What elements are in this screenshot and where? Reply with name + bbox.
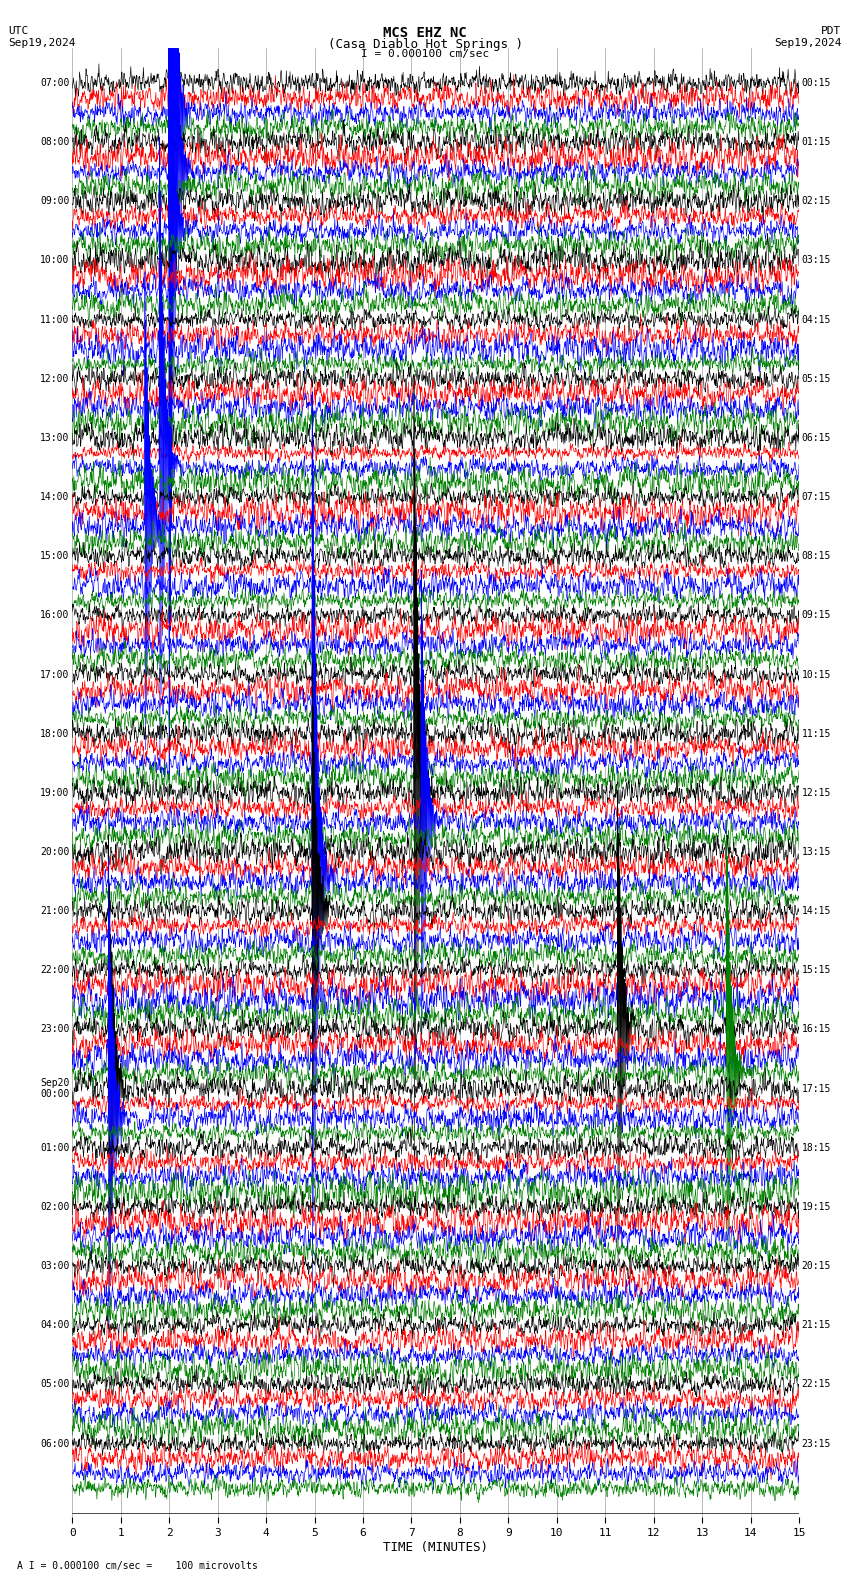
Text: Sep19,2024: Sep19,2024 (8, 38, 76, 48)
Text: A I = 0.000100 cm/sec =    100 microvolts: A I = 0.000100 cm/sec = 100 microvolts (17, 1562, 258, 1571)
Text: (Casa Diablo Hot Springs ): (Casa Diablo Hot Springs ) (327, 38, 523, 51)
Text: Sep19,2024: Sep19,2024 (774, 38, 842, 48)
Text: UTC: UTC (8, 25, 29, 36)
X-axis label: TIME (MINUTES): TIME (MINUTES) (383, 1541, 488, 1554)
Text: MCS EHZ NC: MCS EHZ NC (383, 25, 467, 40)
Text: I = 0.000100 cm/sec: I = 0.000100 cm/sec (361, 49, 489, 59)
Text: PDT: PDT (821, 25, 842, 36)
